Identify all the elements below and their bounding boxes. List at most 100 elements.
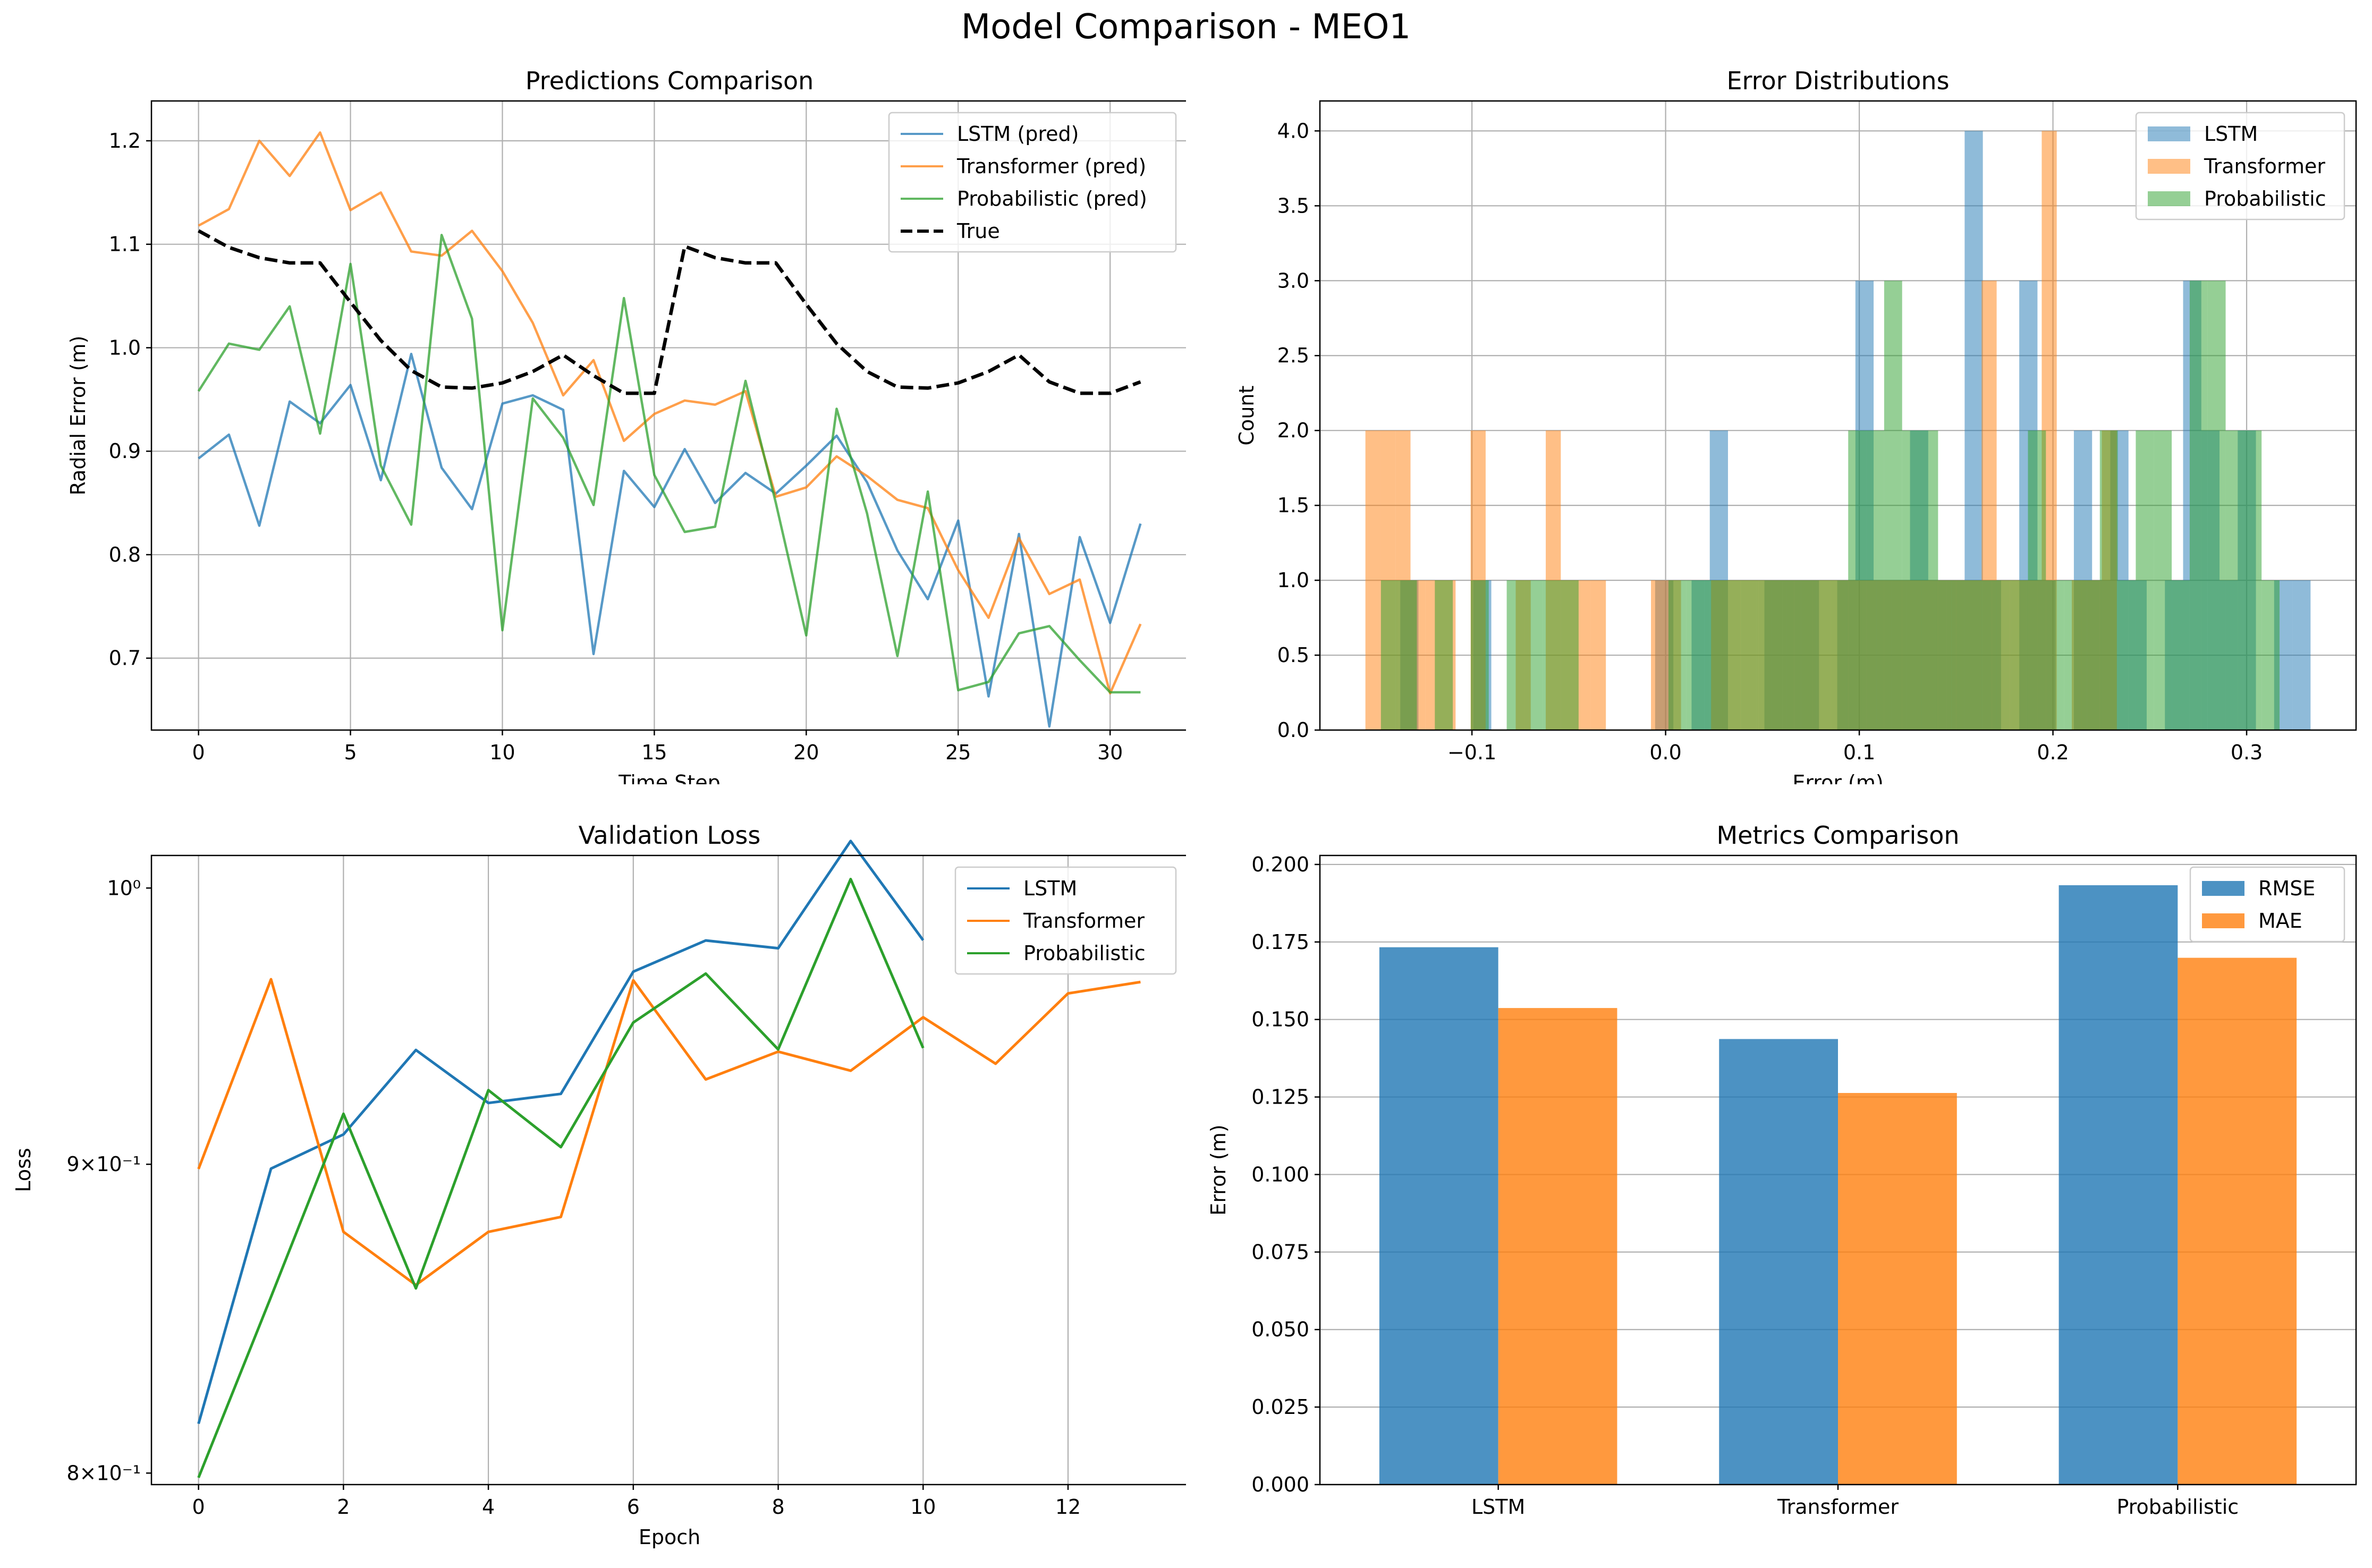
- histogram-bar-probabilistic: [1794, 580, 1812, 730]
- legend-frame: [954, 866, 1177, 975]
- x-tick-label: 12: [1055, 1495, 1081, 1519]
- histogram-bar-probabilistic: [1704, 580, 1723, 730]
- series-line-lstm: [197, 840, 925, 1425]
- x-tick-label: 20: [793, 741, 819, 764]
- axes-2: [198, 855, 1069, 1485]
- legend-label: Transformer: [1023, 909, 1145, 933]
- histogram-bar-probabilistic: [1524, 580, 1543, 730]
- x-tick-label: 6: [627, 1495, 640, 1519]
- y-tick-label: 0.200: [1251, 853, 1309, 876]
- histogram-bar-probabilistic: [2154, 430, 2172, 730]
- legend-label: LSTM (pred): [957, 122, 1079, 146]
- y-tick-label: 0.050: [1251, 1318, 1309, 1341]
- series-line-transformer-pred: [198, 131, 1142, 695]
- legend-label: MAE: [2258, 909, 2302, 933]
- legend-label: Probabilistic: [1023, 942, 1146, 965]
- bar-mae-probabilistic: [2178, 957, 2297, 1485]
- histogram-bar-probabilistic: [1992, 580, 2010, 730]
- y-axis-label: Count: [1235, 386, 1258, 446]
- x-axis-label: Time Step: [618, 771, 721, 784]
- x-tick-label: 0: [192, 1495, 205, 1519]
- chart-title: Validation Loss: [579, 821, 761, 850]
- histogram-bar-probabilistic: [2189, 281, 2208, 730]
- validation-loss-chart: 0 2 4 6 8 10 12 10⁰ 9×10⁻¹ 8×10⁻¹ Validation Loss E…: [12, 821, 1186, 1549]
- legend-swatch: [2148, 126, 2190, 141]
- y-tick-label: 9×10⁻¹: [66, 1152, 141, 1176]
- axes-border: [1319, 100, 2357, 731]
- series-line-probabilistic-pred: [197, 233, 1141, 694]
- y-tick-label: 0.125: [1251, 1086, 1309, 1109]
- y-tick-label: 0.175: [1251, 930, 1309, 954]
- y-axis-label: Radial Error (m): [66, 336, 90, 496]
- histogram-bar-probabilistic: [1380, 580, 1399, 730]
- histogram-bar-probabilistic: [1902, 430, 1920, 730]
- series-line-probabilistic: [197, 878, 925, 1478]
- histogram-bar-probabilistic: [1866, 430, 1884, 730]
- histogram-bar-probabilistic: [1758, 580, 1776, 730]
- legend: LSTM (pred) Transformer (pred) Probabilist…: [888, 112, 1177, 253]
- x-tick-label: 10: [489, 741, 515, 764]
- histogram-bar-probabilistic: [2046, 580, 2064, 730]
- x-tick-label: 10: [910, 1495, 936, 1519]
- legend-label: LSTM: [2204, 122, 2258, 146]
- y-tick-label: 0.100: [1251, 1163, 1309, 1186]
- legend: RMSE MAE: [2189, 866, 2345, 943]
- bar-rmse-transformer: [1719, 1039, 1838, 1485]
- histogram-bar-probabilistic: [2064, 580, 2082, 730]
- legend-label: Transformer (pred): [956, 155, 1146, 178]
- histogram-bar-probabilistic: [2225, 430, 2244, 730]
- bar-mae-transformer: [1838, 1092, 1957, 1485]
- histogram-bar-probabilistic: [1543, 580, 1561, 730]
- y-tick-label: 0.8: [109, 543, 141, 566]
- axes-border: [150, 100, 1186, 731]
- bar-mae-lstm: [1498, 1008, 1617, 1485]
- legend-frame: [888, 112, 1177, 253]
- y-tick-label: 1.0: [109, 336, 141, 359]
- histogram-bar-probabilistic: [1776, 580, 1794, 730]
- bar-rmse-lstm: [1379, 947, 1498, 1485]
- y-tick-label: 3.5: [1277, 194, 1309, 217]
- y-tick-label: 0.025: [1251, 1395, 1309, 1419]
- y-tick-label: 2.0: [1277, 419, 1309, 442]
- series-group: [197, 131, 1142, 728]
- histogram-bar-probabilistic: [2117, 580, 2136, 730]
- y-tick-label: 1.0: [1277, 569, 1309, 592]
- axes-frame-2: 0 2 4 6 8 10 12 10⁰ 9×10⁻¹ 8×10⁻¹ Validation Loss E…: [12, 821, 1186, 1549]
- histogram-bar-probabilistic: [2010, 580, 2028, 730]
- y-tick-label: 0.075: [1251, 1240, 1309, 1264]
- legend-swatch: [2148, 159, 2190, 174]
- metrics-comparison-chart: LSTM Transformer Probabilistic 0.000 0.025 0.…: [1207, 821, 2357, 1519]
- histogram-bar-probabilistic: [1812, 580, 1831, 730]
- legend-label: Probabilistic: [2204, 187, 2326, 210]
- x-tick-label: 8: [772, 1495, 784, 1519]
- histogram-bar-probabilistic: [1884, 281, 1902, 730]
- x-tick-label: 30: [1097, 741, 1123, 764]
- y-tick-label: 3.0: [1277, 269, 1309, 292]
- figure-title: Model Comparison - MEO1: [961, 7, 1411, 47]
- series-line-transformer: [197, 978, 1141, 1286]
- histogram-bar-probabilistic: [1956, 580, 1975, 730]
- axes-frame-1: −0.1 0.0 0.1 0.2 0.3 0.0 0.5 1.0 1.5 2.0 2.5 3.0 3.5…: [1235, 66, 2357, 784]
- histogram-bar-probabilistic: [2261, 580, 2280, 730]
- x-tick-label: Transformer: [1777, 1495, 1899, 1519]
- chart-title: Predictions Comparison: [526, 66, 814, 95]
- x-tick-label: 15: [641, 741, 667, 764]
- histogram-bar-transformer: [1365, 430, 1380, 730]
- histogram-bar-transformer: [1651, 580, 1666, 730]
- x-tick-label: 0.2: [2037, 741, 2069, 764]
- y-tick-label: 1.1: [109, 233, 141, 256]
- x-tick-label: 25: [945, 741, 971, 764]
- axes-frame-0: 0 5 10 15 20 25 30 0.7 0.8 0.9 1.0 1.1 1.2 Prediction…: [66, 66, 1186, 784]
- y-axis-label: Error (m): [1207, 1124, 1230, 1215]
- histogram-bar-probabilistic: [1470, 580, 1489, 730]
- chart-title: Metrics Comparison: [1716, 821, 1959, 850]
- legend-label: RMSE: [2258, 877, 2315, 900]
- bar-rmse-probabilistic: [2058, 885, 2178, 1485]
- x-tick-label: 0.3: [2231, 741, 2263, 764]
- series-group: [1379, 885, 2297, 1485]
- y-tick-label: 1.2: [109, 129, 141, 152]
- histogram-bar-probabilistic: [2243, 430, 2262, 730]
- histogram-bar-probabilistic: [1848, 430, 1867, 730]
- legend-label: Transformer: [2204, 155, 2325, 178]
- legend-swatch: [2148, 191, 2190, 206]
